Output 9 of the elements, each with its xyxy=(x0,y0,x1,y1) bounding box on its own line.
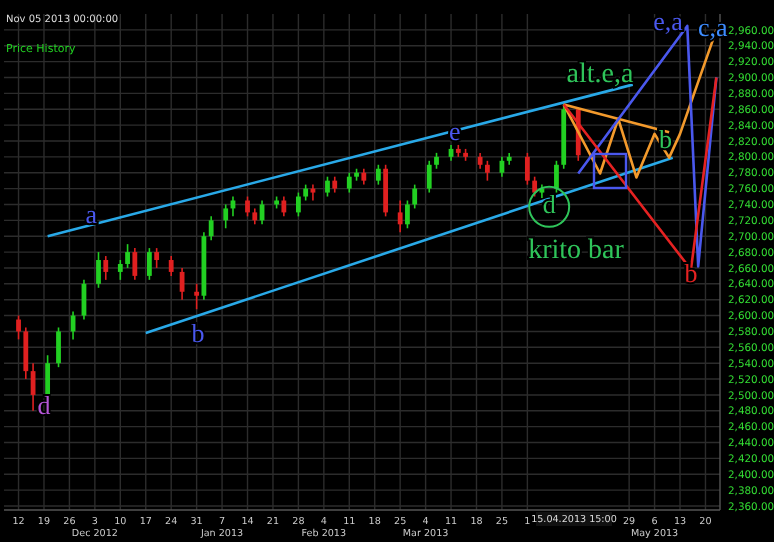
annotation: b xyxy=(684,257,698,288)
annotation: b xyxy=(658,123,672,154)
annotation: d xyxy=(37,389,52,420)
annotation: alt.e,a xyxy=(566,60,635,91)
annotation: b xyxy=(191,317,205,348)
annotation: c,a xyxy=(697,11,728,42)
annotation: krito bar xyxy=(528,236,625,267)
annotation: e,a xyxy=(653,5,684,36)
annotation: a xyxy=(85,199,98,230)
